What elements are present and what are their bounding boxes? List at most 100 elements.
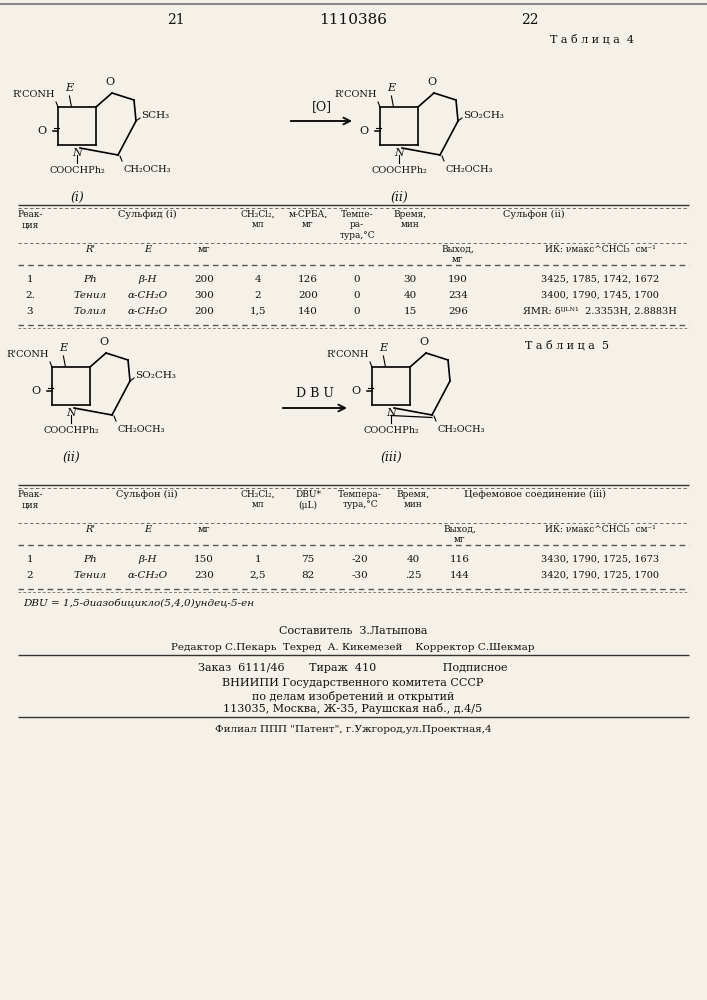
Text: SCH₃: SCH₃ [141,111,169,120]
Text: Реак-
ция: Реак- ция [17,210,42,229]
Text: ИК: νмакс^CHCl₃  см⁻¹: ИК: νмакс^CHCl₃ см⁻¹ [544,245,655,254]
Text: CH₂OCH₃: CH₂OCH₃ [445,165,493,174]
Text: 150: 150 [194,554,214,564]
Text: 82: 82 [301,570,315,580]
Text: 15: 15 [404,306,416,316]
Text: 40: 40 [404,290,416,300]
Text: Т а б л и ц а  5: Т а б л и ц а 5 [525,340,609,350]
Text: 190: 190 [448,274,468,284]
Text: CH₂Cl₂,
мл: CH₂Cl₂, мл [241,210,275,229]
Text: O: O [37,126,46,136]
Text: Сульфид (i): Сульфид (i) [117,210,176,219]
Text: Реак-
ция: Реак- ция [17,490,42,509]
Text: Темпе-
ра-
тура,°С: Темпе- ра- тура,°С [339,210,375,240]
Text: COOCHPh₂: COOCHPh₂ [371,166,427,175]
Text: SO₂CH₃: SO₂CH₃ [463,111,504,120]
Text: R': R' [85,245,95,254]
Text: E: E [144,525,151,534]
Text: N: N [394,148,404,158]
Text: β-H: β-H [139,554,157,564]
Text: E: E [144,245,151,254]
Text: 75: 75 [301,554,315,564]
Text: O: O [359,126,368,136]
Text: COOCHPh₂: COOCHPh₂ [43,426,99,435]
Text: R'CONH: R'CONH [334,90,377,99]
Text: м-СРБА,
мг: м-СРБА, мг [288,210,327,229]
Text: Составитель  З.Латыпова: Составитель З.Латыпова [279,626,427,636]
Text: O: O [428,77,436,87]
Text: E: E [387,83,395,93]
Text: 30: 30 [404,274,416,284]
Text: -30: -30 [351,570,368,580]
Text: Ph: Ph [83,554,97,564]
Text: 2.: 2. [25,290,35,300]
Text: 140: 140 [298,306,318,316]
Text: O: O [105,77,115,87]
Text: 3400, 1790, 1745, 1700: 3400, 1790, 1745, 1700 [541,290,659,300]
Text: -20: -20 [351,554,368,564]
Text: Время,
мин: Время, мин [393,210,426,229]
Text: 116: 116 [450,554,470,564]
Text: 1,5: 1,5 [250,306,267,316]
Text: 144: 144 [450,570,470,580]
Text: ЯMR: δᴵᴶᴸᴺ¹  2.3353Н, 2.8883Н: ЯMR: δᴵᴶᴸᴺ¹ 2.3353Н, 2.8883Н [523,306,677,316]
Text: Тенил: Тенил [74,570,107,580]
Text: CH₂OCH₃: CH₂OCH₃ [123,165,170,174]
Text: COOCHPh₂: COOCHPh₂ [363,426,419,435]
Text: Филиал ППП "Патент", г.Ужгород,ул.Проектная,4: Филиал ППП "Патент", г.Ужгород,ул.Проект… [215,726,491,734]
Text: 3: 3 [27,306,33,316]
Text: (ii): (ii) [390,190,408,204]
Text: E: E [59,343,67,353]
Text: R'CONH: R'CONH [327,350,369,359]
Text: Сульфон (ii): Сульфон (ii) [503,210,565,219]
Text: .25: .25 [404,570,421,580]
Text: Темпера-
тура,°С: Темпера- тура,°С [338,490,382,509]
Text: CH₂OCH₃: CH₂OCH₃ [117,425,165,434]
Text: 300: 300 [194,290,214,300]
Text: DBU = 1,5-диазобицикло(5,4,0)ундец-5-ен: DBU = 1,5-диазобицикло(5,4,0)ундец-5-ен [23,598,254,608]
Text: N: N [72,148,82,158]
Text: 2: 2 [255,290,262,300]
Text: по делам изобретений и открытий: по делам изобретений и открытий [252,690,454,702]
Text: 21: 21 [167,13,185,27]
Text: 1: 1 [255,554,262,564]
Text: 0: 0 [354,290,361,300]
Text: Т а б л и ц а  4: Т а б л и ц а 4 [550,34,634,44]
Text: Цефемовое соединение (iii): Цефемовое соединение (iii) [464,490,606,499]
Text: 40: 40 [407,554,420,564]
Text: Выход,
мг: Выход, мг [442,245,474,264]
Text: 296: 296 [448,306,468,316]
Text: ИК: νмакс^CHCl₃  см⁻¹: ИК: νмакс^CHCl₃ см⁻¹ [544,525,655,534]
Text: CH₂Cl₂,
мл: CH₂Cl₂, мл [241,490,275,509]
Text: (iii): (iii) [380,450,402,464]
Text: D B U: D B U [296,387,334,400]
Text: мг: мг [198,525,210,534]
Text: Толил: Толил [74,306,107,316]
Text: α-CH₂O: α-CH₂O [128,570,168,580]
Text: 2,5: 2,5 [250,570,267,580]
Text: Время,
мин: Время, мин [397,490,430,509]
Text: 200: 200 [194,274,214,284]
Text: β-H: β-H [139,274,157,284]
Text: [O]: [O] [312,100,332,113]
Text: Заказ  6111/46       Тираж  410                   Подписное: Заказ 6111/46 Тираж 410 Подписное [198,663,508,673]
Text: 126: 126 [298,274,318,284]
Text: 230: 230 [194,570,214,580]
Text: R'CONH: R'CONH [6,350,49,359]
Text: 200: 200 [298,290,318,300]
Text: (i): (i) [70,190,84,204]
Text: E: E [380,343,387,353]
Text: CH₂OCH₃: CH₂OCH₃ [437,425,484,434]
Text: α-CH₂O: α-CH₂O [128,306,168,316]
Text: 1110386: 1110386 [319,13,387,27]
Text: α-CH₂O: α-CH₂O [128,290,168,300]
Text: 113035, Москва, Ж-35, Раушская наб., д.4/5: 113035, Москва, Ж-35, Раушская наб., д.4… [223,704,483,714]
Text: Тенил: Тенил [74,290,107,300]
Text: O: O [419,337,428,347]
Text: 200: 200 [194,306,214,316]
Text: O: O [100,337,109,347]
Text: DBU*
(μL): DBU* (μL) [295,490,321,510]
Text: O: O [351,386,360,396]
Text: Редактор С.Пекарь  Техред  А. Кикемезей    Корректор С.Шекмар: Редактор С.Пекарь Техред А. Кикемезей Ко… [171,643,534,652]
Text: O: O [31,386,40,396]
